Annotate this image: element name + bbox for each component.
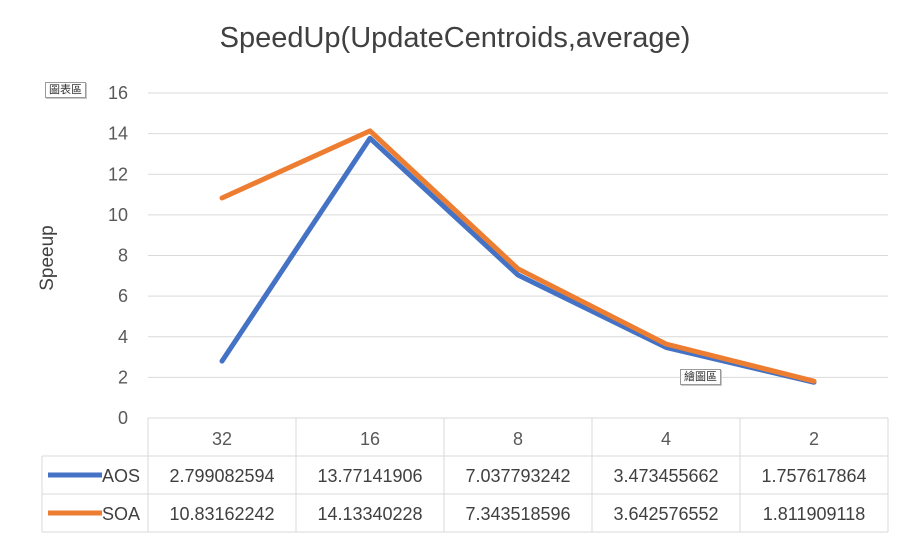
data-cell: 10.83162242 xyxy=(169,504,274,524)
x-tick-label: 2 xyxy=(809,429,819,449)
y-tick-label: 4 xyxy=(118,327,128,347)
plot-area-tag: 繪圖區 xyxy=(680,369,721,385)
y-tick-label: 2 xyxy=(118,367,128,387)
data-cell: 3.473455662 xyxy=(613,466,718,486)
x-tick-label: 4 xyxy=(661,429,671,449)
x-tick-label: 8 xyxy=(513,429,523,449)
data-cell: 1.811909118 xyxy=(763,504,865,524)
y-tick-label: 6 xyxy=(118,286,128,306)
series-line-soa xyxy=(219,128,817,384)
data-cell: 14.13340228 xyxy=(317,504,422,524)
series-line-aos xyxy=(219,135,817,385)
data-cell: 7.037793242 xyxy=(465,466,570,486)
x-tick-label: 16 xyxy=(360,429,380,449)
y-tick-label: 12 xyxy=(108,164,128,184)
chart-title: SpeedUp(UpdateCentroids,average) xyxy=(219,22,691,54)
x-tick-label: 32 xyxy=(212,429,232,449)
y-tick-label: 0 xyxy=(118,408,128,428)
data-cell: 1.757617864 xyxy=(761,466,866,486)
y-tick-label: 10 xyxy=(108,205,128,225)
data-cell: 13.77141906 xyxy=(317,466,422,486)
y-tick-label: 8 xyxy=(118,246,128,266)
y-tick-label: 14 xyxy=(108,124,128,144)
legend-label-soa: SOA xyxy=(102,504,140,524)
y-tick-label: 16 xyxy=(108,83,128,103)
data-cell: 2.799082594 xyxy=(169,466,274,486)
chart-area-tag: 圖表區 xyxy=(45,82,86,98)
data-cell: 7.343518596 xyxy=(465,504,570,524)
data-cell: 3.642576552 xyxy=(613,504,718,524)
legend-label-aos: AOS xyxy=(102,466,140,486)
